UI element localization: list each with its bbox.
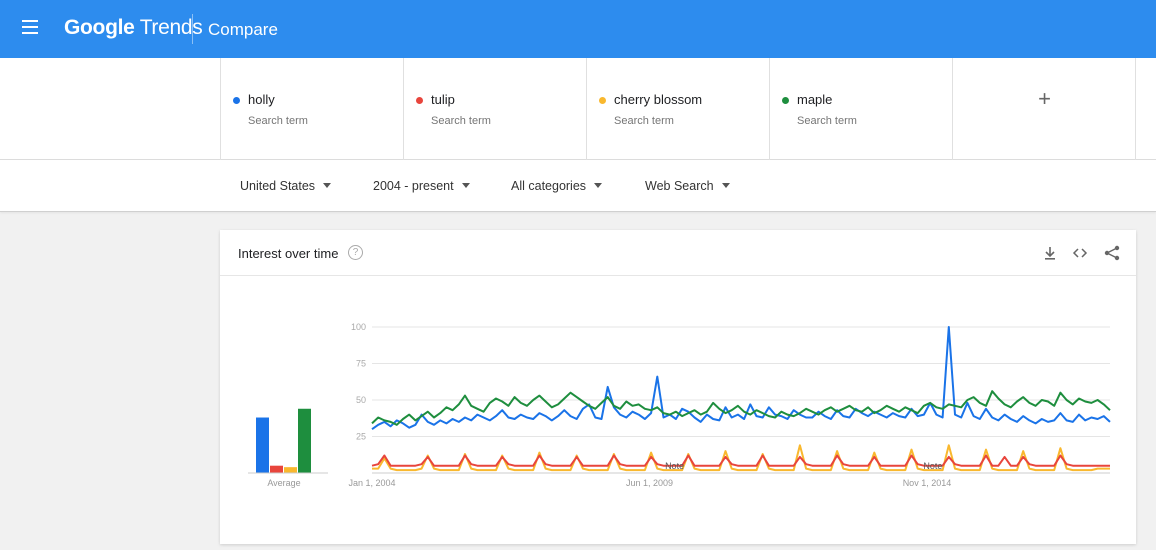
chart-gridlines: 25 50 75 100 [351,322,1110,474]
page-title: Compare [208,20,278,39]
maple-color-dot [782,97,789,104]
y-tick-label: 25 [356,432,366,442]
search-term-tulip[interactable]: tulip Search term [403,58,586,160]
y-tick-label: 50 [356,395,366,405]
search-term-type: Search term [431,115,491,127]
chart-note[interactable]: Note [923,461,942,471]
plus-icon: + [1038,86,1051,111]
average-bar-cherry-blossom[interactable] [284,467,297,473]
category-dropdown[interactable]: All categories [511,179,603,193]
average-bars [256,408,311,473]
x-tick-label: Nov 1, 2014 [903,478,952,488]
caret-down-icon [721,183,730,189]
search-term-cherry-blossom[interactable]: cherry blossom Search term [586,58,769,160]
time-range-dropdown[interactable]: 2004 - present [373,179,470,193]
region-value: United States [240,179,316,193]
card-header: Interest over time ? [220,230,1136,276]
x-tick-label: Jun 1, 2009 [626,478,673,488]
average-bar-tulip[interactable] [270,465,283,473]
average-bar-holly[interactable] [256,417,269,473]
region-dropdown[interactable]: United States [240,179,332,193]
series-line-holly[interactable] [371,326,1111,431]
search-term-maple[interactable]: maple Search term [769,58,952,160]
embed-code-icon[interactable] [1070,243,1090,263]
search-term-type: Search term [614,115,674,127]
average-label: Average [267,478,300,488]
top-app-bar: Google Trends Compare [0,0,1156,58]
interest-over-time-chart: Average 25 50 75 100 Note Note Jan 1, 2004 Ju… [248,322,1111,488]
series-line-tulip[interactable] [371,454,1110,467]
google-trends-logo[interactable]: Google Trends [64,16,203,39]
search-term-name: cherry blossom [614,92,703,107]
share-icon[interactable] [1102,243,1122,263]
card-title: Interest over time [238,246,339,261]
search-type-dropdown[interactable]: Web Search [645,179,730,193]
add-comparison-button[interactable]: + [952,58,1135,160]
x-tick-label: Jan 1, 2004 [348,478,395,488]
category-value: All categories [511,179,587,193]
series-line-maple[interactable] [371,390,1111,426]
caret-down-icon [594,183,603,189]
holly-color-dot [233,97,240,104]
tulip-color-dot [416,97,423,104]
header-divider [192,14,193,44]
hamburger-menu-icon[interactable] [22,20,40,38]
average-bar-maple[interactable] [298,408,311,473]
cherry-blossom-color-dot [599,97,606,104]
search-term-name: holly [248,92,275,107]
search-term-name: tulip [431,92,455,107]
y-tick-label: 75 [356,359,366,369]
chart-note[interactable]: Note [665,461,684,471]
x-axis-labels: Jan 1, 2004 Jun 1, 2009 Nov 1, 2014 [348,478,951,488]
caret-down-icon [323,183,332,189]
search-term-holly[interactable]: holly Search term [220,58,403,160]
search-type-value: Web Search [645,179,714,193]
help-icon[interactable]: ? [348,245,363,260]
y-tick-label: 100 [351,322,366,332]
search-term-type: Search term [797,115,857,127]
chart-series: Note Note [371,326,1111,472]
search-term-type: Search term [248,115,308,127]
download-icon[interactable] [1040,243,1060,263]
time-range-value: 2004 - present [373,179,454,193]
caret-down-icon [461,183,470,189]
interest-over-time-card: Interest over time ? Average 25 50 75 100 N… [220,230,1136,544]
filters-bar: United States 2004 - present All categor… [0,160,1156,212]
search-terms-bar: holly Search term tulip Search term cher… [0,58,1156,160]
search-term-name: maple [797,92,833,107]
series-line-cherry-blossom[interactable] [372,444,1110,472]
terms-divider [1135,58,1136,160]
